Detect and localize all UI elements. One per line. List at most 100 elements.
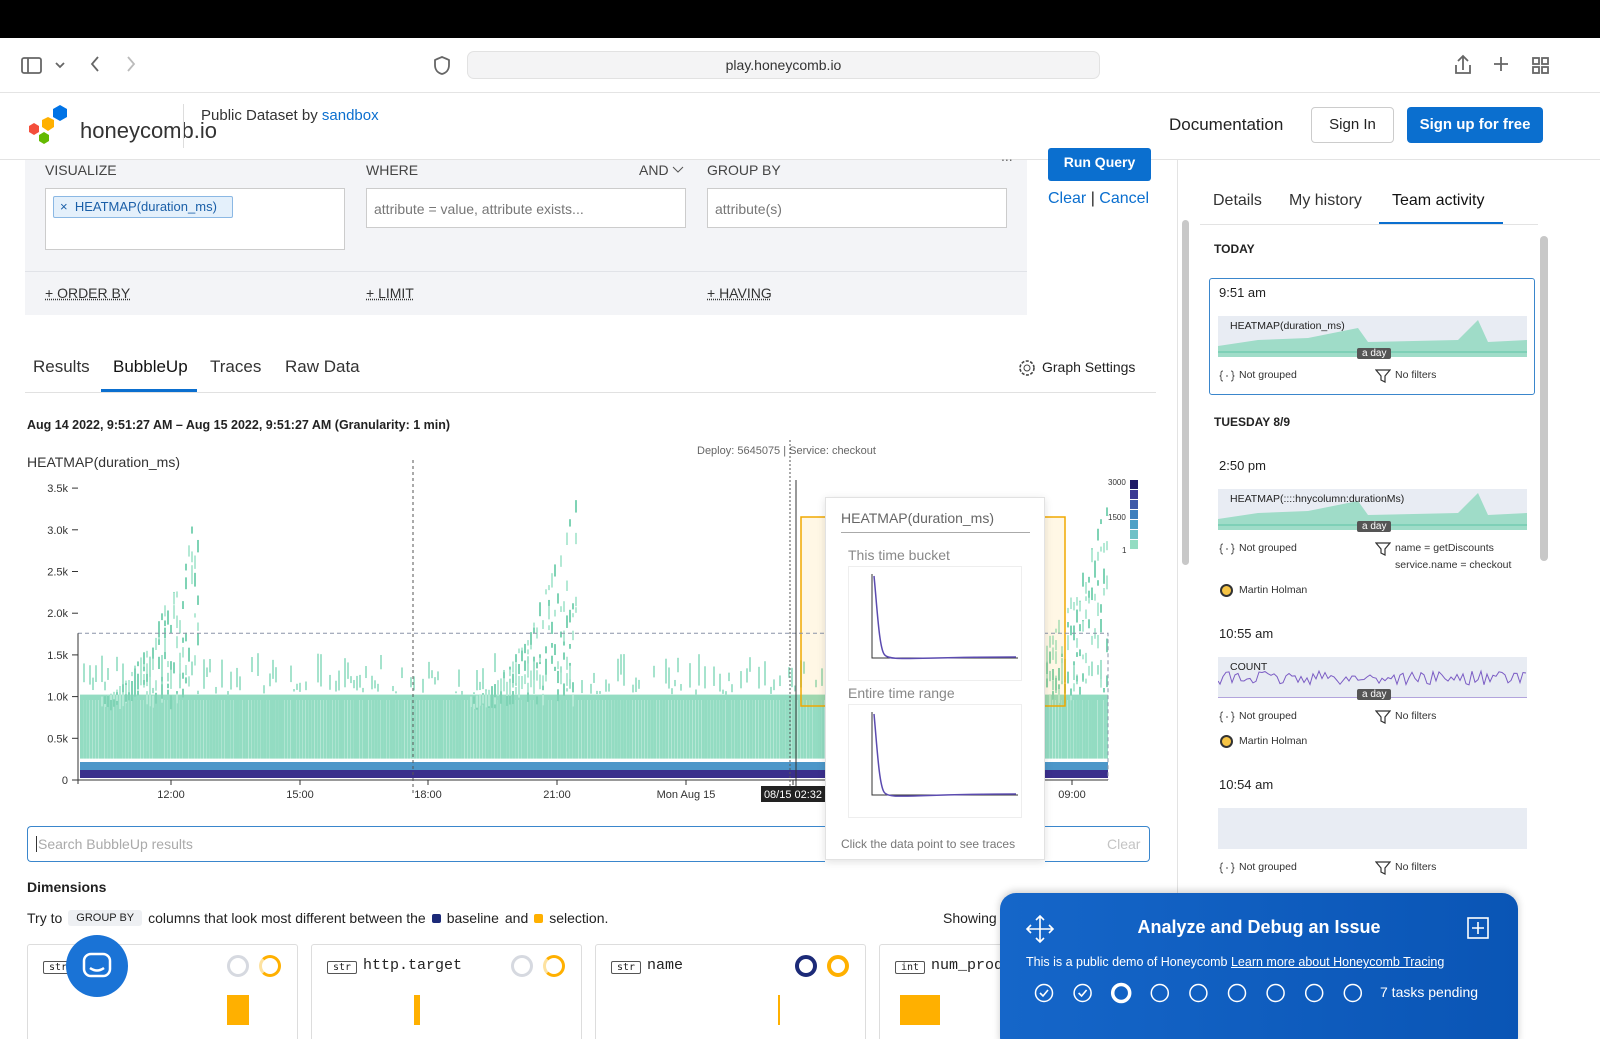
heat-cell <box>203 700 204 762</box>
heat-cell <box>191 551 193 562</box>
heat-cell <box>455 700 456 762</box>
heat-cell <box>503 678 505 687</box>
heat-cell <box>146 700 147 762</box>
heat-cell <box>551 656 553 664</box>
heat-cell <box>695 689 697 695</box>
heat-cell <box>632 700 633 762</box>
heat-cell <box>680 684 682 691</box>
heat-cell <box>575 700 576 762</box>
share-icon[interactable] <box>1456 56 1470 73</box>
heat-cell <box>185 677 187 683</box>
sidebar-tab[interactable]: Team activity <box>1392 192 1484 210</box>
banner-link[interactable]: Learn more about Honeycomb Tracing <box>1231 955 1444 969</box>
x-tick-label: 21:00 <box>543 789 571 801</box>
heat-cell <box>221 660 223 688</box>
heat-cell <box>557 700 558 762</box>
heat-cell <box>182 700 183 762</box>
heat-cell <box>560 555 562 566</box>
filter: name = getDiscounts <box>1395 542 1494 554</box>
search-clear[interactable]: Clear <box>1107 836 1140 852</box>
heat-cell <box>536 677 538 681</box>
heat-cell <box>560 673 562 685</box>
heat-cell <box>1088 619 1090 628</box>
heat-cell <box>428 700 429 762</box>
heat-cell <box>179 653 181 663</box>
sidebar-tab[interactable]: My history <box>1289 192 1362 210</box>
x-tick-label: 12:00 <box>157 789 185 801</box>
heat-cell <box>275 667 277 682</box>
step-check <box>1040 990 1048 996</box>
y-tick-label: 0.5k <box>47 733 68 745</box>
sign-in-button[interactable]: Sign In <box>1311 107 1394 143</box>
new-tab-icon[interactable] <box>1494 57 1508 71</box>
scrollbar[interactable] <box>1540 236 1548 561</box>
sidebar-tab[interactable]: Details <box>1213 192 1262 210</box>
heat-cell <box>125 693 127 701</box>
heat-cell <box>1079 649 1081 656</box>
heat-cell <box>1097 552 1099 561</box>
heat-cell <box>329 675 331 690</box>
bar <box>227 995 249 1025</box>
heat-cell <box>146 691 148 704</box>
heat-cell <box>494 653 496 672</box>
heat-cell <box>197 691 199 694</box>
heat-cell <box>242 700 243 762</box>
heat-cell <box>704 700 705 762</box>
heat-cell <box>461 700 462 762</box>
heat-cell <box>374 700 375 762</box>
heat-cell <box>515 654 517 662</box>
heat-cell <box>374 680 376 688</box>
and: and <box>505 910 528 926</box>
heat-cell <box>698 700 699 762</box>
heat-cell <box>254 700 255 762</box>
heat-cell <box>710 700 711 762</box>
heat-cell <box>140 667 142 678</box>
heat-cell <box>176 591 178 597</box>
heat-cell <box>404 700 405 762</box>
heat-cell <box>1097 529 1099 541</box>
heat-cell <box>821 700 822 762</box>
heat-cell <box>719 700 720 762</box>
tabs-icon[interactable] <box>1533 58 1539 64</box>
funnel <box>1376 370 1390 382</box>
heat-cell <box>191 570 193 584</box>
heat-cell <box>344 658 346 687</box>
heat-cell <box>137 674 139 684</box>
heat-cell <box>149 695 151 706</box>
group-heading: TODAY <box>1214 242 1255 256</box>
heat-cell <box>578 700 579 762</box>
heat-cell <box>278 700 279 762</box>
heat-cell <box>620 700 621 762</box>
dimension-card[interactable] <box>595 944 866 1039</box>
documentation-link[interactable]: Documentation <box>1169 115 1283 135</box>
banner-intro: This is a public demo of Honeycomb <box>1026 955 1227 969</box>
heat-cell <box>779 675 781 686</box>
heat-cell <box>410 700 411 762</box>
heat-cell <box>740 671 742 688</box>
heat-cell <box>245 700 246 762</box>
y-tick-label: 1.0k <box>47 692 68 704</box>
heat-cell <box>758 667 760 689</box>
heat-cell <box>731 700 732 762</box>
heat-cell <box>1091 636 1093 645</box>
heat-cell <box>164 620 166 626</box>
step <box>1036 985 1053 1002</box>
heat-cell <box>569 679 571 689</box>
heat-cell <box>599 700 600 762</box>
heat-cell <box>644 700 645 762</box>
heat-cell <box>194 700 195 762</box>
scrollbar[interactable] <box>1182 220 1189 565</box>
chat-button[interactable] <box>66 935 130 999</box>
heat-cell <box>1097 603 1099 616</box>
heat-cell <box>716 700 717 762</box>
sign-up-button[interactable]: Sign up for free <box>1407 107 1543 143</box>
dimensions-hint: Try to GROUP BY columns that look most d… <box>27 910 608 926</box>
filter: service.name = checkout <box>1395 559 1511 571</box>
heat-cell <box>668 700 669 762</box>
heat-cell <box>260 700 261 762</box>
heat-cell <box>182 638 184 643</box>
heat-cell <box>437 700 438 762</box>
heat-cell <box>1097 580 1099 586</box>
heat-cell <box>1076 610 1078 623</box>
